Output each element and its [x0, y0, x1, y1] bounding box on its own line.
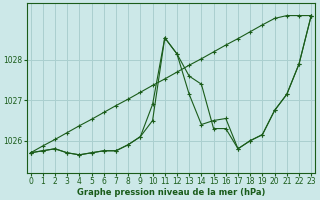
X-axis label: Graphe pression niveau de la mer (hPa): Graphe pression niveau de la mer (hPa) [77, 188, 265, 197]
